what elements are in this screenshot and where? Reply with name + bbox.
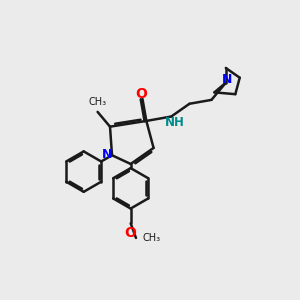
Text: NH: NH — [165, 116, 185, 129]
Text: O: O — [125, 226, 136, 240]
Text: CH₃: CH₃ — [142, 233, 160, 243]
Text: N: N — [101, 148, 112, 161]
Text: O: O — [135, 87, 147, 100]
Text: CH₃: CH₃ — [88, 97, 107, 106]
Text: N: N — [222, 73, 232, 86]
